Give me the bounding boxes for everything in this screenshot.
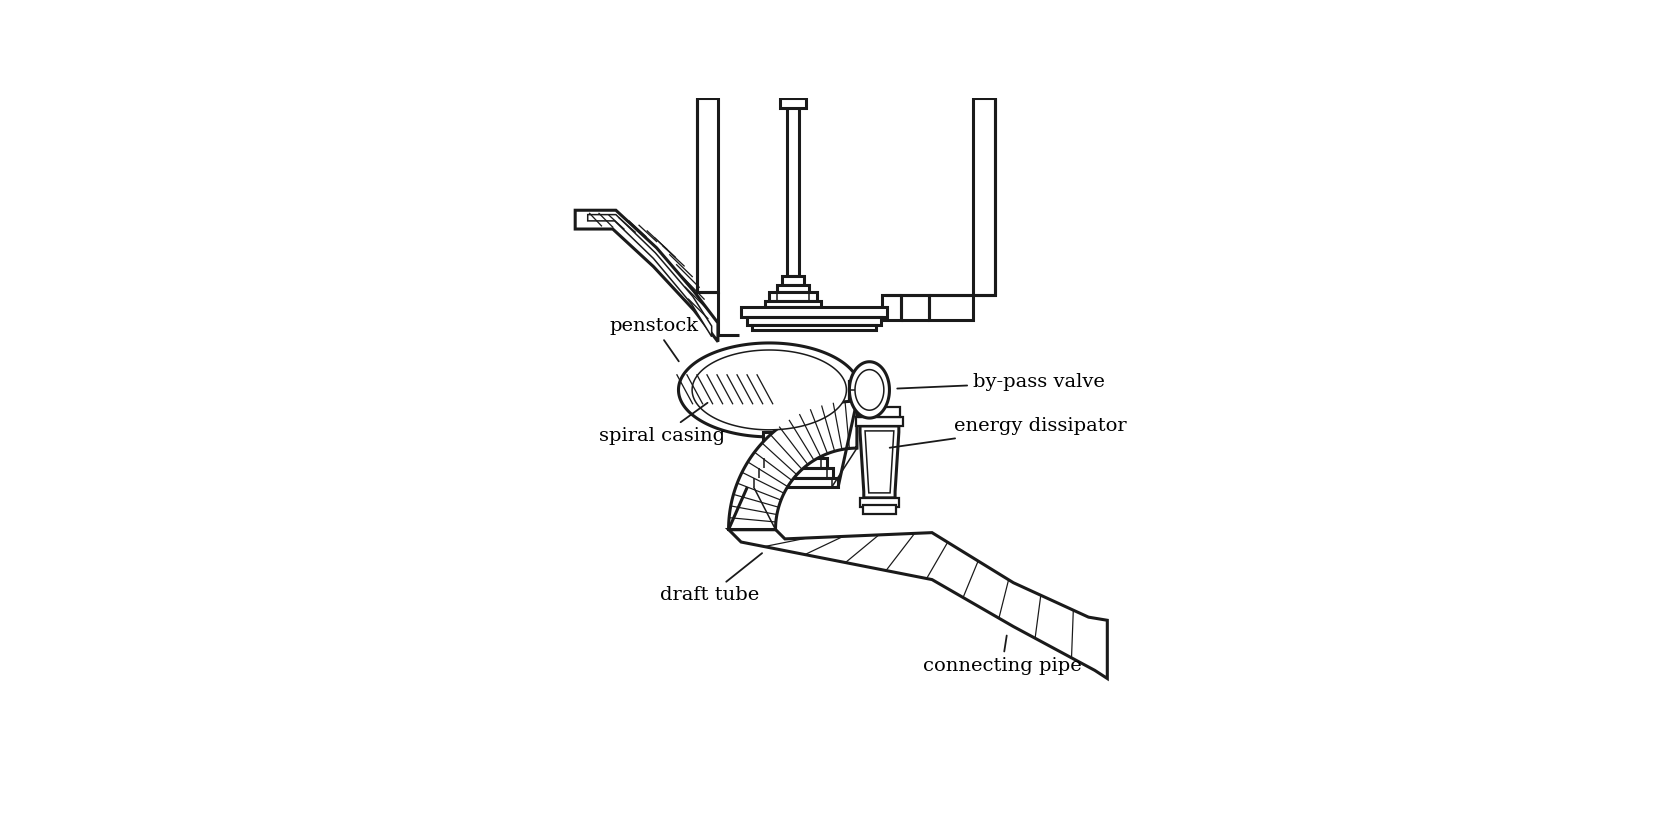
Polygon shape [864,431,895,493]
Text: by-pass valve: by-pass valve [898,373,1105,391]
Bar [747,477,838,487]
Text: energy dissipator: energy dissipator [890,417,1127,448]
Bar [769,292,818,301]
Bar [859,398,871,404]
Bar [752,468,833,477]
Polygon shape [729,529,1107,679]
Polygon shape [692,350,846,430]
Text: draft tube: draft tube [660,553,762,604]
Text: connecting pipe: connecting pipe [923,636,1082,675]
Polygon shape [679,343,859,437]
Bar [782,276,804,285]
Bar [762,433,823,458]
Polygon shape [859,426,900,498]
Bar [849,381,856,398]
Polygon shape [575,211,717,341]
Bar [741,307,886,317]
Polygon shape [589,215,712,337]
Bar [747,317,881,325]
Polygon shape [881,98,995,320]
Text: penstock: penstock [610,317,699,361]
Text: spiral casing: spiral casing [599,402,726,445]
Bar [859,376,871,381]
Polygon shape [697,98,717,292]
Polygon shape [854,370,884,411]
Polygon shape [729,401,856,529]
Bar [856,417,903,426]
Bar [859,498,900,506]
Bar [752,325,876,330]
Polygon shape [849,362,890,418]
Bar [788,98,799,276]
Bar [757,458,828,468]
Bar [863,506,896,514]
Bar [777,285,809,292]
Bar [764,301,821,307]
Bar [859,407,900,417]
Bar [779,98,806,107]
